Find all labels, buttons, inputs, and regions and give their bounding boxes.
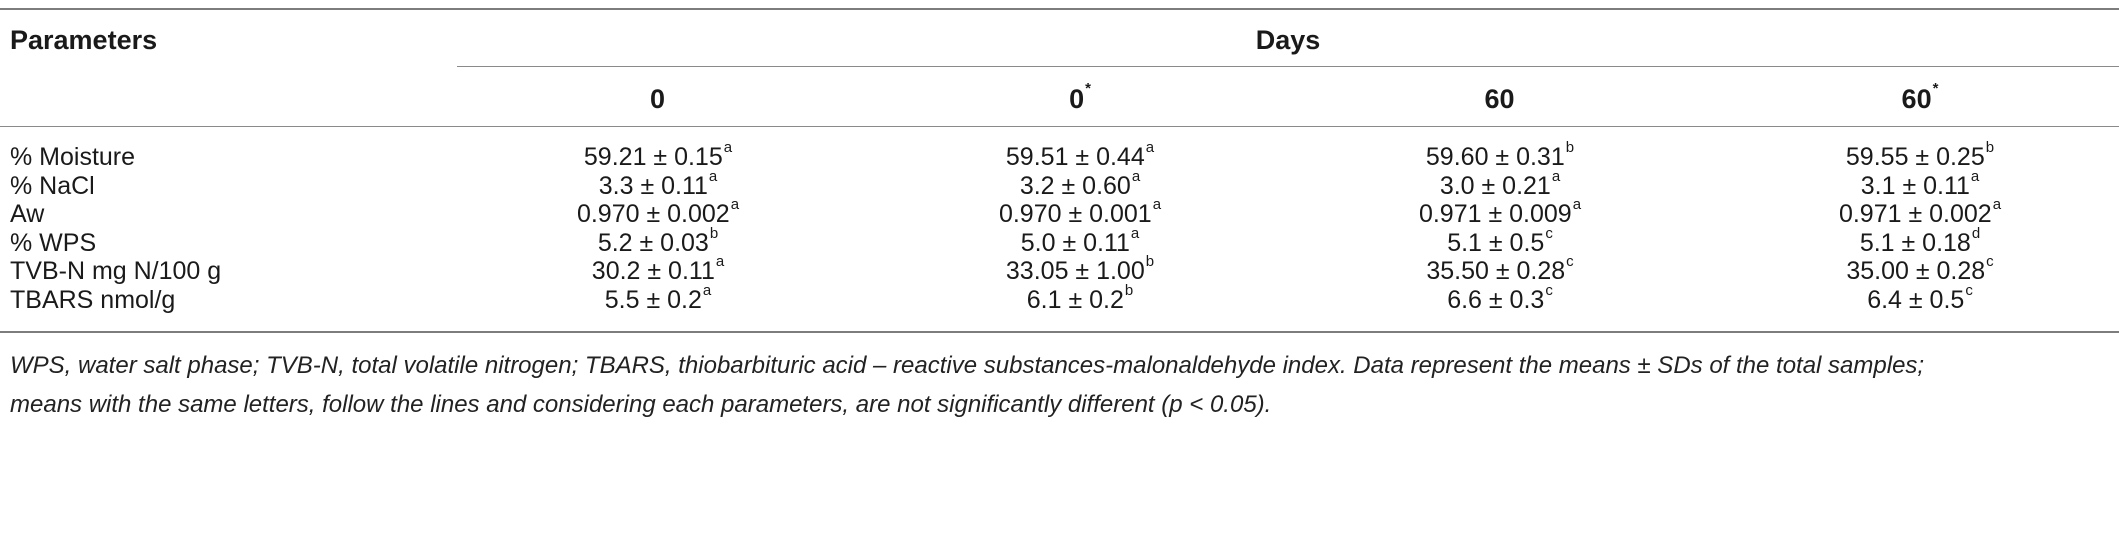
cell-value: 35.00 ± 0.28 bbox=[1846, 257, 1986, 286]
cell-significance-letter: a bbox=[730, 196, 740, 214]
table-cell: 3.2 ± 0.60a bbox=[1019, 168, 1140, 201]
cell-significance-letter: a bbox=[708, 167, 718, 185]
table-cell: 35.00 ± 0.28c bbox=[1846, 253, 1993, 286]
cell-value: 59.51 ± 0.44 bbox=[1005, 143, 1145, 171]
table-row-param: % Moisture bbox=[10, 143, 136, 171]
cell-value: 0.970 ± 0.001 bbox=[998, 200, 1152, 229]
table-cell: 5.1 ± 0.18d bbox=[1859, 225, 1980, 258]
cell-value: 3.3 ± 0.11 bbox=[598, 171, 708, 200]
table-row-param: Aw bbox=[10, 200, 45, 229]
table-cell: 3.0 ± 0.21a bbox=[1439, 168, 1560, 201]
table-cell: 59.55 ± 0.25b bbox=[1845, 139, 1994, 172]
col-header-60: 60 bbox=[1484, 84, 1515, 114]
table-bottom-rule bbox=[0, 331, 2119, 333]
footnote-line-2: means with the same letters, follow the … bbox=[10, 391, 1272, 418]
table-cell: 3.1 ± 0.11a bbox=[1860, 168, 1980, 201]
cell-value: 33.05 ± 1.00 bbox=[1005, 257, 1145, 286]
table-cell: 0.970 ± 0.002a bbox=[576, 196, 739, 229]
table-row-param: TVB-N mg N/100 g bbox=[10, 257, 222, 286]
col-header-60-star: 60* bbox=[1901, 80, 1939, 114]
table-footnote: WPS, water salt phase; TVB-N, total vola… bbox=[10, 346, 1924, 424]
cell-significance-letter: c bbox=[1566, 253, 1574, 271]
cell-value: 6.6 ± 0.3 bbox=[1447, 286, 1545, 314]
cell-value: 35.50 ± 0.28 bbox=[1426, 257, 1566, 286]
cell-significance-letter: a bbox=[702, 282, 712, 299]
top-rule bbox=[0, 8, 2119, 10]
cell-value: 5.0 ± 0.11 bbox=[1020, 228, 1130, 257]
cell-significance-letter: a bbox=[1572, 196, 1582, 214]
cell-value: 3.0 ± 0.21 bbox=[1439, 171, 1551, 200]
cell-value: 0.970 ± 0.002 bbox=[576, 200, 730, 229]
parameters-header: Parameters bbox=[10, 25, 158, 55]
cell-significance-letter: b bbox=[1124, 282, 1134, 299]
table-cell: 33.05 ± 1.00b bbox=[1005, 253, 1154, 286]
col-header-0-star: 0* bbox=[1069, 80, 1091, 114]
cell-value: 6.1 ± 0.2 bbox=[1026, 286, 1124, 314]
table-cell: 0.971 ± 0.002a bbox=[1838, 196, 2001, 229]
table-cell: 59.51 ± 0.44a bbox=[1005, 139, 1154, 172]
footnote-line-1: WPS, water salt phase; TVB-N, total vola… bbox=[10, 352, 1925, 379]
days-underline bbox=[457, 66, 2119, 67]
table-cell: 5.0 ± 0.11a bbox=[1020, 225, 1140, 258]
cell-significance-letter: c bbox=[1986, 253, 1994, 271]
cell-value: 3.2 ± 0.60 bbox=[1019, 171, 1131, 200]
cell-significance-letter: a bbox=[1992, 196, 2002, 214]
cell-value: 5.1 ± 0.5 bbox=[1447, 228, 1545, 257]
cell-significance-letter: a bbox=[723, 139, 733, 156]
table-cell: 35.50 ± 0.28c bbox=[1426, 253, 1573, 286]
cell-significance-letter: a bbox=[1551, 167, 1561, 185]
cell-significance-letter: d bbox=[1971, 224, 1981, 242]
table-cell: 30.2 ± 0.11a bbox=[591, 253, 724, 286]
cell-value: 3.1 ± 0.11 bbox=[1860, 171, 1970, 200]
cell-value: 0.971 ± 0.002 bbox=[1838, 200, 1992, 229]
cell-significance-letter: b bbox=[1985, 139, 1995, 156]
table-row-param: TBARS nmol/g bbox=[10, 286, 176, 314]
table-cell: 6.1 ± 0.2b bbox=[1026, 282, 1133, 315]
table-row-param: % WPS bbox=[10, 228, 97, 257]
cell-value: 6.4 ± 0.5 bbox=[1867, 286, 1965, 314]
table-cell: 6.6 ± 0.3c bbox=[1447, 282, 1553, 315]
header-bottom-rule bbox=[0, 126, 2119, 127]
cell-significance-letter: a bbox=[1970, 167, 1980, 185]
cell-value: 59.60 ± 0.31 bbox=[1425, 143, 1565, 171]
cell-significance-letter: a bbox=[1131, 167, 1141, 185]
cell-value: 5.2 ± 0.03 bbox=[597, 228, 709, 257]
table-cell: 3.3 ± 0.11a bbox=[598, 168, 718, 201]
table-cell: 5.5 ± 0.2a bbox=[604, 282, 711, 315]
cell-value: 5.1 ± 0.18 bbox=[1859, 228, 1971, 257]
col-header-0: 0 bbox=[649, 84, 666, 114]
table-cell: 5.1 ± 0.5c bbox=[1447, 225, 1553, 258]
cell-significance-letter: a bbox=[1130, 224, 1140, 242]
cell-significance-letter: c bbox=[1545, 224, 1553, 242]
cell-value: 5.5 ± 0.2 bbox=[604, 286, 702, 314]
table-cell: 59.21 ± 0.15a bbox=[583, 139, 732, 172]
cell-significance-letter: a bbox=[1145, 139, 1155, 156]
days-header: Days bbox=[1255, 25, 1321, 55]
cell-significance-letter: b bbox=[1145, 253, 1155, 271]
cell-significance-letter: b bbox=[1565, 139, 1575, 156]
cell-significance-letter: a bbox=[715, 253, 725, 271]
table-cell: 0.971 ± 0.009a bbox=[1418, 196, 1581, 229]
cell-significance-letter: c bbox=[1545, 282, 1553, 299]
table-cell: 6.4 ± 0.5c bbox=[1867, 282, 1973, 315]
table-row-param: % NaCl bbox=[10, 171, 95, 200]
cell-value: 59.55 ± 0.25 bbox=[1845, 143, 1985, 171]
table-cell: 0.970 ± 0.001a bbox=[998, 196, 1161, 229]
cell-significance-letter: b bbox=[709, 224, 719, 242]
cell-significance-letter: a bbox=[1152, 196, 1162, 214]
cell-value: 59.21 ± 0.15 bbox=[583, 143, 723, 171]
table-cell: 5.2 ± 0.03b bbox=[597, 225, 718, 258]
cell-value: 30.2 ± 0.11 bbox=[591, 257, 715, 286]
cell-significance-letter: c bbox=[1965, 282, 1973, 299]
cell-value: 0.971 ± 0.009 bbox=[1418, 200, 1572, 229]
table-cell: 59.60 ± 0.31b bbox=[1425, 139, 1574, 172]
